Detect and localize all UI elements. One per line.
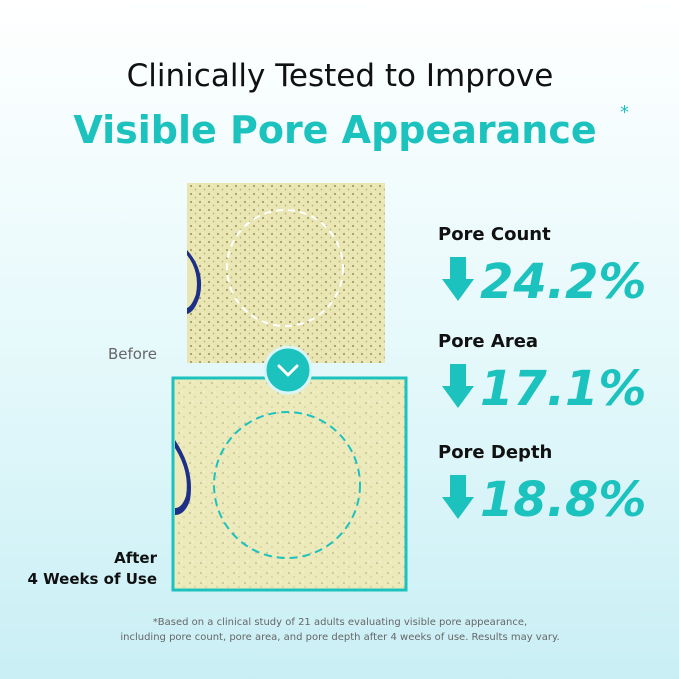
after-image <box>171 376 408 592</box>
result-label: Pore Area <box>438 331 538 352</box>
before-image <box>187 183 385 363</box>
headline-line2: Visible Pore Appearance <box>73 108 596 152</box>
result-value: 24.2% <box>480 254 647 310</box>
after-label: After <box>114 549 157 567</box>
results: Pore Count 24.2% Pore Area 17.1% Pore Depth 1… <box>438 224 647 528</box>
asterisk: * <box>620 102 629 123</box>
before-label: Before <box>108 345 157 363</box>
result-label: Pore Depth <box>438 442 552 463</box>
footnote: *Based on a clinical study of 21 adults … <box>153 617 527 628</box>
result-value: 18.8% <box>480 472 647 528</box>
headline-line1: Clinically Tested to Improve <box>127 58 554 94</box>
result-label: Pore Count <box>438 224 551 245</box>
result-value: 17.1% <box>480 361 647 417</box>
footnote: including pore count, pore area, and por… <box>120 632 559 643</box>
after-label: 4 Weeks of Use <box>28 570 157 588</box>
check-badge <box>263 345 313 395</box>
